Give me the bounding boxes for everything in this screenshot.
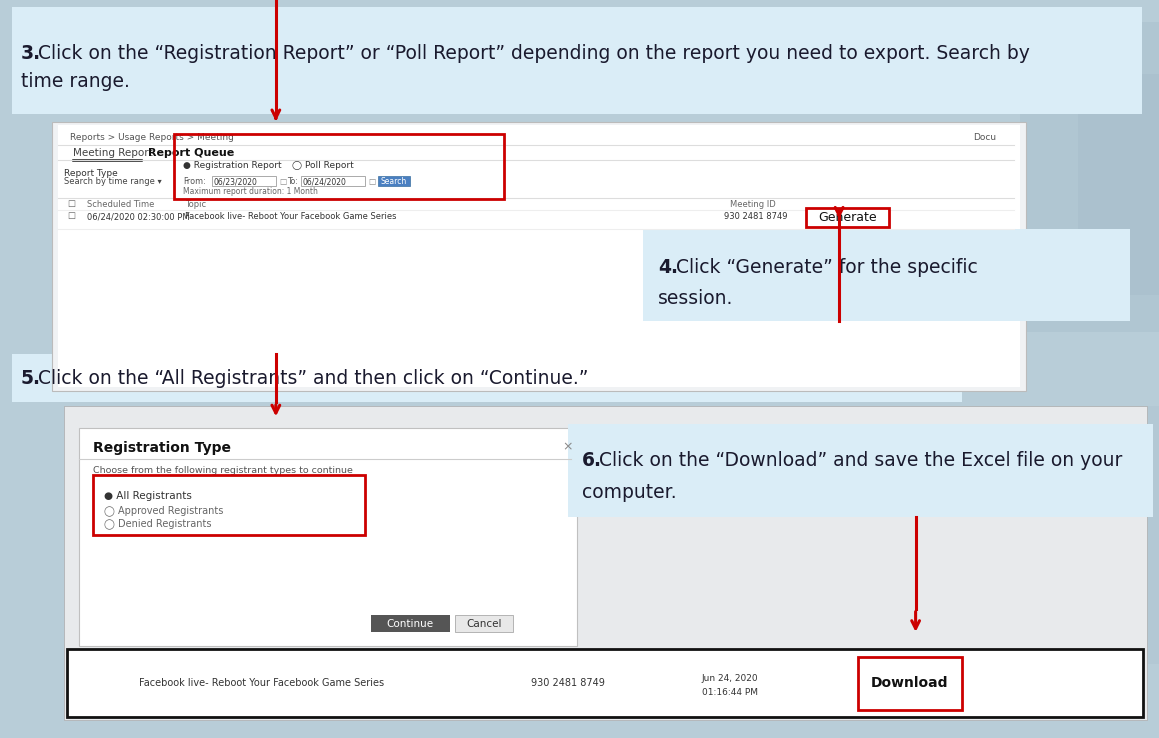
Text: □: □ <box>279 177 286 186</box>
FancyBboxPatch shape <box>568 424 1153 517</box>
Text: Meeting ID: Meeting ID <box>730 200 775 209</box>
Text: □: □ <box>369 177 376 186</box>
Text: Report Type: Report Type <box>64 169 117 178</box>
Text: Meeting Report: Meeting Report <box>73 148 153 158</box>
Text: Registration Type: Registration Type <box>93 441 231 455</box>
FancyBboxPatch shape <box>12 354 962 402</box>
FancyBboxPatch shape <box>301 176 365 186</box>
Text: 5.: 5. <box>21 369 41 387</box>
Text: Choose from the following registrant types to continue: Choose from the following registrant typ… <box>93 466 352 475</box>
Text: Docu: Docu <box>974 133 997 142</box>
Text: Download: Download <box>872 677 948 690</box>
Text: ◯ Poll Report: ◯ Poll Report <box>292 161 353 170</box>
Text: 930 2481 8749: 930 2481 8749 <box>531 678 605 689</box>
Text: 06/23/2020: 06/23/2020 <box>213 177 257 186</box>
Text: Click on the “All Registrants” and then click on “Continue.”: Click on the “All Registrants” and then … <box>32 369 589 387</box>
Text: From:: From: <box>183 177 206 186</box>
Text: Facebook live- Reboot Your Facebook Game Series: Facebook live- Reboot Your Facebook Game… <box>185 213 396 221</box>
Text: Report Queue: Report Queue <box>148 148 234 158</box>
Text: Topic: Topic <box>185 200 206 209</box>
Text: Maximum report duration: 1 Month: Maximum report duration: 1 Month <box>183 187 318 196</box>
Text: computer.: computer. <box>582 483 677 502</box>
Text: 06/24/2020: 06/24/2020 <box>302 177 347 186</box>
FancyBboxPatch shape <box>79 428 577 646</box>
FancyBboxPatch shape <box>67 649 1143 717</box>
Text: 6.: 6. <box>582 451 602 470</box>
Text: 06/24/2020 02:30:00 PM: 06/24/2020 02:30:00 PM <box>87 213 190 221</box>
FancyBboxPatch shape <box>643 229 1130 321</box>
FancyBboxPatch shape <box>64 406 1147 720</box>
Text: ☐: ☐ <box>67 213 75 221</box>
Text: 930 2481 8749: 930 2481 8749 <box>724 213 788 221</box>
Text: Click on the “Registration Report” or “Poll Report” depending on the report you : Click on the “Registration Report” or “P… <box>32 44 1030 63</box>
Text: 4.: 4. <box>658 258 678 277</box>
FancyBboxPatch shape <box>858 657 962 710</box>
FancyBboxPatch shape <box>950 406 1159 664</box>
Text: ● Registration Report: ● Registration Report <box>183 161 282 170</box>
Text: Search by time range ▾: Search by time range ▾ <box>64 177 161 186</box>
FancyBboxPatch shape <box>371 615 450 632</box>
Text: Search: Search <box>381 177 407 186</box>
Text: ◯ Denied Registrants: ◯ Denied Registrants <box>104 519 212 529</box>
Text: ×: × <box>562 441 574 454</box>
Text: 3.: 3. <box>21 44 41 63</box>
Text: Generate: Generate <box>818 211 876 224</box>
Text: Facebook live- Reboot Your Facebook Game Series: Facebook live- Reboot Your Facebook Game… <box>139 678 384 689</box>
Text: ☐: ☐ <box>67 200 75 209</box>
Text: 01:16:44 PM: 01:16:44 PM <box>702 688 758 697</box>
FancyBboxPatch shape <box>212 176 276 186</box>
FancyBboxPatch shape <box>378 176 410 186</box>
FancyBboxPatch shape <box>58 125 1020 387</box>
Text: ◯ Approved Registrants: ◯ Approved Registrants <box>104 506 224 516</box>
FancyBboxPatch shape <box>806 208 889 227</box>
FancyBboxPatch shape <box>1078 74 1159 295</box>
FancyBboxPatch shape <box>1020 22 1159 332</box>
FancyBboxPatch shape <box>52 122 1026 391</box>
Text: time range.: time range. <box>21 72 130 91</box>
Text: session.: session. <box>658 289 734 308</box>
Text: ● All Registrants: ● All Registrants <box>104 491 192 501</box>
Text: To:: To: <box>287 177 298 186</box>
Text: Cancel: Cancel <box>467 618 502 629</box>
FancyBboxPatch shape <box>455 615 513 632</box>
FancyBboxPatch shape <box>12 7 1142 114</box>
Text: Reports > Usage Reports > Meeting: Reports > Usage Reports > Meeting <box>70 133 233 142</box>
Text: Continue: Continue <box>387 618 433 629</box>
Text: Click on the “Download” and save the Excel file on your: Click on the “Download” and save the Exc… <box>593 451 1123 470</box>
Text: Click “Generate” for the specific: Click “Generate” for the specific <box>670 258 978 277</box>
Text: Jun 24, 2020: Jun 24, 2020 <box>702 674 758 683</box>
Text: Scheduled Time: Scheduled Time <box>87 200 154 209</box>
